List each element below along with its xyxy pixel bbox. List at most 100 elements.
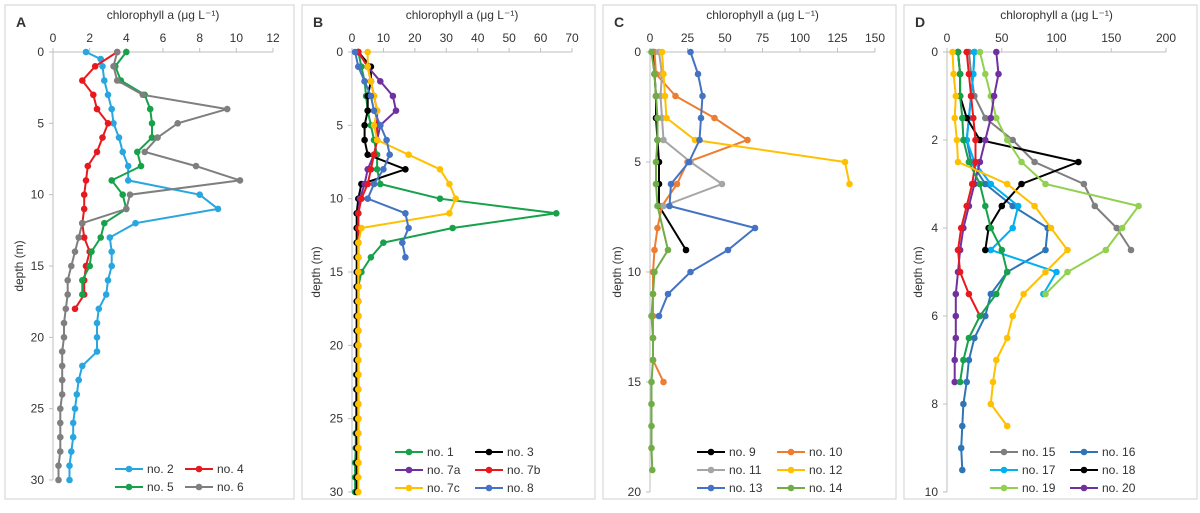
data-point <box>1003 136 1011 144</box>
x-tick-label: 4 <box>123 31 130 45</box>
data-point <box>75 376 82 384</box>
panel-label: A <box>16 14 26 30</box>
data-point <box>449 224 456 232</box>
data-point <box>370 107 378 114</box>
data-point <box>452 195 460 202</box>
legend-label: no. 12 <box>809 463 843 477</box>
data-point <box>355 356 362 364</box>
legend: no. 9 no. 10 no. 11 no. 12 no. 13 no. 14 <box>697 445 843 495</box>
data-point <box>697 114 705 122</box>
legend-label: no. 17 <box>1022 463 1056 477</box>
legend-swatch-marker <box>787 448 795 456</box>
data-point <box>364 180 372 188</box>
y-tick-label: 15 <box>31 259 45 273</box>
data-point <box>685 158 693 166</box>
data-point <box>1080 180 1088 188</box>
legend-label: no. 4 <box>217 462 244 476</box>
data-point <box>952 290 960 298</box>
data-point <box>951 378 958 386</box>
legend-swatch-marker <box>485 484 493 492</box>
y-axis-label: depth (m) <box>610 246 624 297</box>
data-point <box>998 246 1006 254</box>
legend-swatch-marker <box>707 466 715 474</box>
legend-swatch-marker <box>405 466 413 474</box>
data-point <box>66 476 73 484</box>
data-point <box>58 376 66 384</box>
data-point <box>954 48 962 56</box>
data-point <box>971 48 978 56</box>
series-no-2 <box>66 48 222 484</box>
data-point <box>1135 202 1142 210</box>
data-point <box>1009 312 1016 320</box>
legend-label: no. 11 <box>729 463 762 477</box>
data-point <box>553 210 560 217</box>
data-point <box>62 305 70 313</box>
data-point <box>982 180 989 188</box>
data-point <box>952 334 960 342</box>
y-axis-label: depth (m) <box>911 246 925 297</box>
legend-item: no. 9 <box>697 445 756 459</box>
data-point <box>965 70 973 78</box>
y-tick-label: 30 <box>31 473 45 487</box>
chart-title: chlorophyll a (μg L⁻¹) <box>1000 8 1113 22</box>
legend: no. 2 no. 4 no. 5 no. 6 <box>115 462 244 494</box>
data-point <box>154 134 161 141</box>
data-point <box>982 114 989 122</box>
data-point <box>987 290 995 298</box>
data-point <box>950 70 957 78</box>
x-tick-label: 0 <box>50 31 57 45</box>
data-point <box>960 356 967 364</box>
data-point <box>71 305 79 313</box>
x-tick-label: 0 <box>349 31 356 45</box>
data-point <box>192 162 200 170</box>
data-point <box>963 202 970 210</box>
data-point <box>655 312 663 320</box>
legend-swatch-marker <box>787 466 795 474</box>
chart-title: chlorophyll a (μg L⁻¹) <box>107 8 220 22</box>
legend-item: no. 7b <box>475 463 541 477</box>
data-point <box>361 136 368 144</box>
data-point <box>355 342 362 349</box>
x-tick-label: 150 <box>1101 31 1121 45</box>
legend-item: no. 3 <box>475 445 534 459</box>
legend-swatch-marker <box>125 483 133 491</box>
data-point <box>993 48 1000 56</box>
data-point <box>846 180 853 188</box>
data-point <box>995 70 1002 78</box>
data-point <box>80 205 88 213</box>
data-point <box>146 105 154 113</box>
data-point <box>124 177 132 184</box>
y-axis-label: depth (m) <box>12 240 26 291</box>
data-point <box>970 114 977 122</box>
data-point <box>141 148 148 156</box>
x-tick-label: 10 <box>230 31 244 45</box>
data-point <box>101 219 108 227</box>
data-point <box>667 180 675 188</box>
x-tick-label: 150 <box>865 31 885 45</box>
legend-label: no. 15 <box>1022 445 1056 459</box>
data-point <box>104 277 112 284</box>
data-point <box>949 48 956 56</box>
legend-label: no. 7a <box>427 463 461 477</box>
data-point <box>134 148 141 156</box>
data-point <box>658 48 666 56</box>
panel-label: D <box>915 14 925 30</box>
data-point <box>402 166 409 173</box>
x-tick-label: 0 <box>647 31 654 45</box>
legend-item: no. 7c <box>395 481 460 495</box>
data-point <box>355 459 362 467</box>
data-point <box>108 177 115 184</box>
series-line <box>957 51 1009 383</box>
data-point <box>75 234 82 241</box>
data-point <box>1127 246 1135 254</box>
data-point <box>993 356 1000 364</box>
data-point <box>1003 422 1011 430</box>
data-point <box>377 180 384 188</box>
data-point <box>123 205 130 213</box>
data-point <box>351 48 359 56</box>
data-point <box>1031 158 1038 166</box>
data-point <box>405 151 412 158</box>
data-point <box>367 166 375 173</box>
data-point <box>358 195 365 202</box>
